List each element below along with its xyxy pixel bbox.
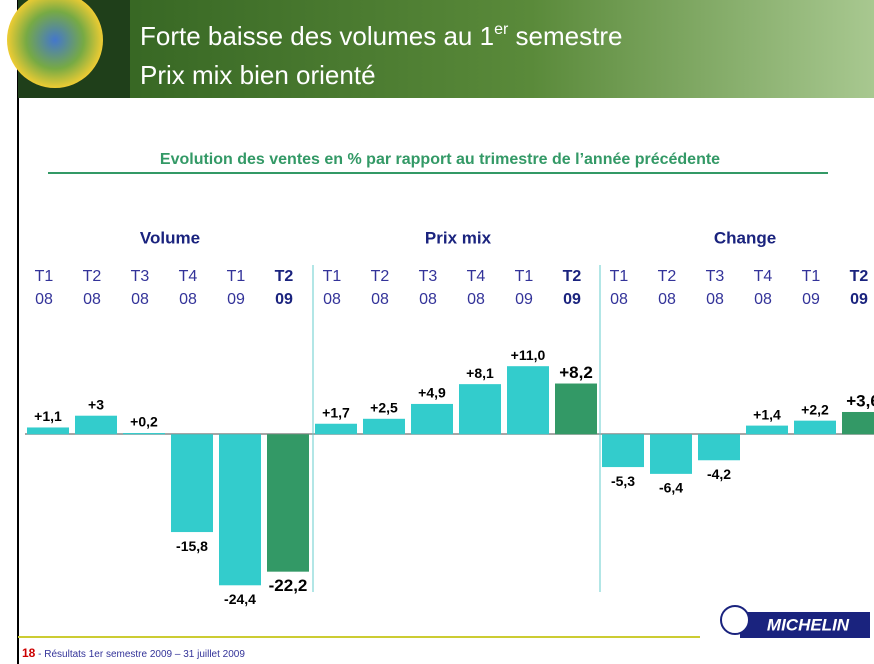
group-title: Change: [714, 228, 776, 247]
x-tick-label: 08: [419, 291, 437, 308]
header-globe: [7, 0, 103, 88]
x-tick-label: 08: [467, 291, 485, 308]
value-label: +11,0: [511, 347, 546, 363]
value-label: +0,2: [130, 414, 158, 430]
bar: [842, 411, 874, 435]
bar: [219, 434, 261, 586]
x-tick-label: T3: [706, 268, 725, 285]
x-tick-label: T2: [371, 268, 390, 285]
bar: [459, 384, 501, 435]
value-label: +1,7: [322, 404, 350, 420]
value-label: +3: [88, 396, 104, 412]
bar: [555, 383, 597, 435]
x-tick-label: 08: [754, 291, 772, 308]
x-tick-label: 08: [658, 291, 676, 308]
x-tick-label: 09: [227, 291, 245, 308]
x-tick-label: 09: [850, 291, 868, 308]
x-tick-label: 08: [179, 291, 197, 308]
value-label: -22,2: [269, 576, 308, 595]
x-tick-label: T4: [467, 268, 486, 285]
x-tick-label: 08: [35, 291, 53, 308]
value-label: -15,8: [176, 538, 208, 554]
x-tick-label: 09: [515, 291, 533, 308]
x-tick-label: 08: [131, 291, 149, 308]
x-tick-label: 08: [323, 291, 341, 308]
x-tick-label: T4: [179, 268, 198, 285]
x-tick-label: T3: [419, 268, 438, 285]
value-label: +3,6: [846, 391, 874, 410]
x-tick-label: T2: [275, 268, 294, 285]
x-tick-label: T1: [323, 268, 342, 285]
logo: MICHELIN: [767, 615, 850, 634]
value-label: +8,1: [466, 365, 494, 381]
group-title: Prix mix: [425, 228, 492, 247]
value-label: +1,1: [34, 408, 62, 424]
x-tick-label: T2: [83, 268, 102, 285]
value-label: +2,2: [801, 401, 829, 417]
x-tick-label: T1: [802, 268, 821, 285]
bar: [27, 427, 69, 435]
bar: [75, 415, 117, 435]
x-tick-label: 08: [610, 291, 628, 308]
bar: [123, 433, 165, 435]
logo-bibendum: [720, 605, 750, 635]
value-label: -6,4: [659, 480, 683, 496]
x-tick-label: T1: [610, 268, 629, 285]
x-tick-label: 08: [83, 291, 101, 308]
header-title-line2: Prix mix bien orienté: [140, 60, 376, 90]
value-label: -4,2: [707, 466, 731, 482]
bar: [794, 420, 836, 435]
group-title: Volume: [140, 228, 200, 247]
page-number: 18 - Résultats 1er semestre 2009 – 31 ju…: [22, 646, 245, 660]
x-tick-label: 09: [275, 291, 293, 308]
bar: [746, 425, 788, 435]
bar: [507, 366, 549, 435]
x-tick-label: T2: [658, 268, 677, 285]
x-tick-label: T1: [227, 268, 246, 285]
value-label: +4,9: [418, 385, 446, 401]
bar: [267, 434, 309, 572]
x-tick-label: 09: [802, 291, 820, 308]
value-label: +8,2: [559, 363, 593, 382]
header-title-line1: Forte baisse des volumes au 1er semestre: [140, 21, 622, 51]
bar: [363, 418, 405, 435]
value-label: +2,5: [370, 400, 398, 416]
x-tick-label: 08: [706, 291, 724, 308]
logo-box: [740, 612, 870, 638]
x-tick-label: 09: [563, 291, 581, 308]
bar: [698, 434, 740, 461]
x-tick-label: T1: [35, 268, 54, 285]
x-tick-label: T3: [131, 268, 150, 285]
subtitle: Evolution des ventes en % par rapport au…: [160, 151, 720, 168]
x-tick-label: T1: [515, 268, 534, 285]
x-tick-label: T4: [754, 268, 773, 285]
value-label: +1,4: [753, 406, 781, 422]
bar: [315, 423, 357, 435]
x-tick-label: T2: [850, 268, 869, 285]
header-bar: [18, 0, 874, 98]
x-tick-label: T2: [563, 268, 582, 285]
bar: [411, 403, 453, 435]
value-label: -5,3: [611, 473, 635, 489]
x-tick-label: 08: [371, 291, 389, 308]
value-label: -24,4: [224, 591, 256, 607]
bar: [602, 434, 644, 468]
bar: [171, 434, 213, 533]
bar: [650, 434, 692, 474]
